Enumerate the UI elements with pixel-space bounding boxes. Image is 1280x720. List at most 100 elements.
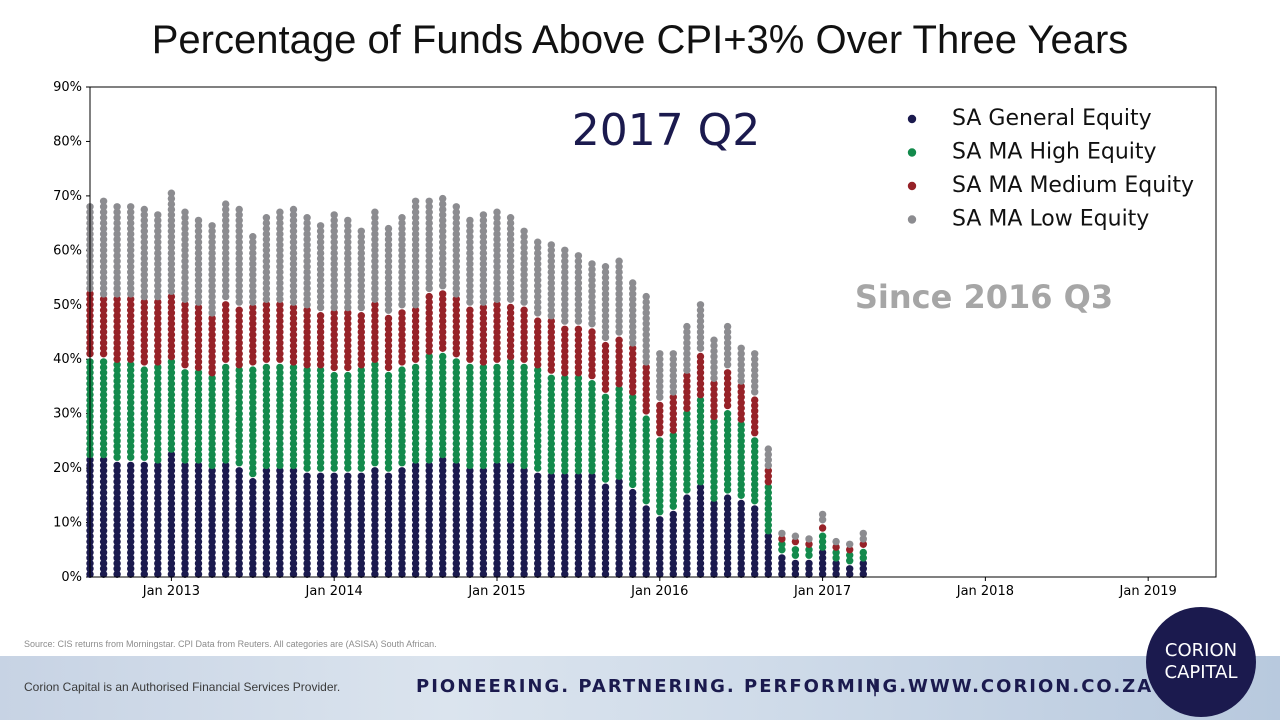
data-point [642, 459, 650, 467]
data-point [384, 464, 393, 472]
data-point [276, 344, 284, 352]
data-point [764, 559, 772, 568]
legend-label: SA MA High Equity [952, 140, 1157, 165]
data-point [249, 437, 257, 445]
data-point [249, 499, 257, 508]
data-point [493, 363, 501, 372]
data-point [588, 532, 596, 540]
data-point [113, 404, 121, 412]
data-point [330, 341, 338, 350]
data-point [723, 464, 732, 472]
data-point [303, 322, 311, 331]
data-point [154, 249, 162, 257]
data-point [384, 510, 393, 519]
data-point [398, 325, 406, 333]
data-point [371, 404, 379, 412]
data-point [479, 287, 488, 295]
data-point [534, 459, 542, 467]
data-point [194, 537, 203, 546]
data-point [371, 527, 379, 535]
data-point [194, 434, 203, 442]
data-point [99, 510, 108, 519]
data-point [683, 559, 691, 568]
data-point [751, 559, 759, 568]
data-point [208, 254, 216, 263]
data-point [371, 224, 379, 233]
data-point [669, 371, 677, 380]
data-point [344, 341, 352, 350]
data-point [398, 548, 406, 557]
data-point [208, 565, 216, 573]
data-point [208, 276, 216, 284]
data-point [859, 540, 867, 548]
data-point [330, 314, 338, 323]
data-point [547, 570, 555, 578]
data-point [249, 393, 257, 401]
data-point [289, 276, 298, 284]
data-point [479, 407, 488, 415]
data-point [181, 537, 189, 546]
data-point [357, 488, 365, 497]
data-point [425, 325, 433, 333]
data-point [384, 472, 393, 480]
data-point [425, 434, 433, 442]
website-link[interactable]: WWW.CORION.CO.ZA [908, 676, 1154, 697]
data-point [764, 456, 772, 464]
data-point [276, 521, 284, 529]
data-point [425, 331, 433, 339]
data-point [194, 282, 203, 290]
data-point [425, 412, 433, 421]
data-point [574, 516, 583, 524]
data-point [439, 543, 447, 551]
data-point [262, 369, 271, 377]
data-point [194, 456, 203, 464]
data-point [357, 265, 365, 274]
data-point [683, 548, 691, 557]
data-point [547, 317, 555, 325]
data-point [547, 505, 555, 513]
data-point [520, 265, 528, 274]
data-point [113, 461, 121, 470]
data-point [466, 254, 474, 263]
data-point [303, 521, 311, 529]
data-point [479, 390, 488, 399]
data-point [344, 483, 352, 491]
data-point [303, 499, 311, 508]
data-point [493, 537, 501, 546]
data-point [316, 265, 325, 274]
data-point [737, 377, 745, 385]
data-point [425, 358, 433, 366]
data-point [466, 271, 474, 279]
data-point [466, 407, 474, 415]
data-point [506, 219, 515, 227]
data-point [493, 322, 501, 331]
data-point [113, 279, 121, 287]
data-point [140, 559, 148, 568]
data-point [615, 445, 623, 453]
data-point [208, 450, 216, 459]
data-point [249, 325, 257, 333]
data-point [425, 292, 433, 301]
data-point [791, 532, 800, 540]
data-point [439, 488, 447, 497]
data-point [208, 401, 216, 410]
data-point [154, 423, 162, 431]
data-point [398, 377, 406, 385]
data-point [534, 309, 542, 317]
data-point [167, 505, 176, 513]
data-point [506, 527, 515, 535]
data-point [140, 483, 148, 491]
data-point [357, 366, 365, 374]
data-point [289, 216, 298, 225]
data-point [249, 483, 257, 491]
data-point [289, 570, 298, 578]
data-point [411, 412, 420, 421]
data-point [181, 548, 189, 557]
data-point [371, 246, 379, 254]
data-point [411, 355, 420, 363]
data-point [113, 521, 121, 529]
x-tick-label: Jan 2017 [793, 584, 851, 599]
data-point [588, 510, 596, 519]
data-point [371, 355, 379, 363]
data-point [344, 222, 352, 230]
